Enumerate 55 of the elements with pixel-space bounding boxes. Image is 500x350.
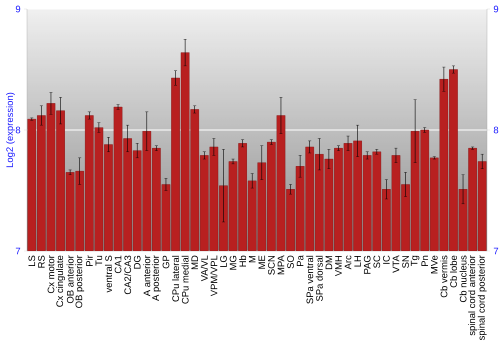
- x-tick-label: RS: [38, 256, 45, 268]
- x-tick-label: SC: [373, 256, 380, 268]
- x-tick-label: DM: [326, 256, 332, 270]
- x-tick-label: VTA: [392, 255, 400, 273]
- y-axis-title: Log2 (expression): [6, 92, 15, 168]
- y-tick-label: 9: [16, 6, 20, 12]
- y2-tick-label: 9: [494, 6, 498, 12]
- x-tick-label: CPu lateral: [172, 256, 180, 302]
- x-tick-label: SO: [287, 256, 294, 268]
- x-tick-label: SN: [402, 256, 409, 268]
- x-tick-label: DG: [134, 256, 141, 269]
- x-tick-label: CA1: [114, 256, 122, 274]
- x-tick-label: M: [248, 256, 256, 262]
- x-tick-label: OB anterior: [66, 255, 74, 304]
- x-tick-label: LG: [220, 256, 227, 268]
- x-tick-label: Cb vermis: [440, 256, 448, 298]
- x-tick-label: VA/VL: [200, 256, 208, 282]
- x-tick-label: ventral S: [104, 256, 112, 293]
- y-tick-label: 7: [16, 248, 20, 254]
- x-tick-label: VPM/VPL: [210, 256, 218, 296]
- x-tick-label: Cb lobe: [450, 256, 457, 288]
- x-tick-label: Pir: [86, 255, 93, 266]
- x-tick-label: LS: [28, 256, 36, 266]
- x-tick-label: Pa: [296, 255, 304, 266]
- x-tick-label: Hb: [239, 256, 246, 267]
- x-tick-label: SCN: [268, 256, 275, 275]
- x-tick-label: Arc: [344, 255, 352, 270]
- x-tick-label: IC: [383, 256, 390, 264]
- x-tick-label: MD: [191, 256, 198, 270]
- y-tick-label: 8: [16, 126, 20, 134]
- x-tick-label: Cb nucleus: [460, 256, 467, 302]
- x-tick-label: MG: [230, 256, 236, 270]
- x-tick-label: GP: [162, 256, 170, 268]
- x-tick-label: A posterior: [152, 255, 161, 301]
- x-tick-label: VMH: [335, 256, 342, 276]
- x-tick-label: OB posterior: [75, 255, 84, 308]
- x-tick-label: Tu: [96, 256, 102, 266]
- x-tick-label: CA2/CA3: [124, 256, 132, 294]
- x-tick-label: ME: [258, 256, 266, 269]
- x-tick-label: MPA: [278, 255, 284, 274]
- x-tick-label: A anterior: [143, 255, 150, 296]
- x-tick-label: Cx motor: [48, 255, 54, 294]
- x-tick-label: SPa dorsal: [316, 256, 323, 302]
- x-tick-label: Tg: [410, 256, 420, 266]
- x-tick-label: SPa ventral: [306, 256, 314, 304]
- x-tick-label: CPu medial: [182, 256, 189, 304]
- x-tick-label: Cx cingulate: [56, 256, 65, 307]
- x-tick-label: spinal cord posterior: [478, 255, 487, 340]
- x-tick-label: LH: [354, 256, 361, 267]
- x-tick-label: MVe: [430, 256, 438, 274]
- y2-tick-label: 8: [494, 126, 498, 134]
- x-tick-label: Pn: [421, 256, 428, 266]
- x-tick-label: PAG: [364, 256, 371, 274]
- x-tick-label: spinal cord anterior: [468, 255, 478, 336]
- y2-tick-label: 7: [494, 248, 498, 254]
